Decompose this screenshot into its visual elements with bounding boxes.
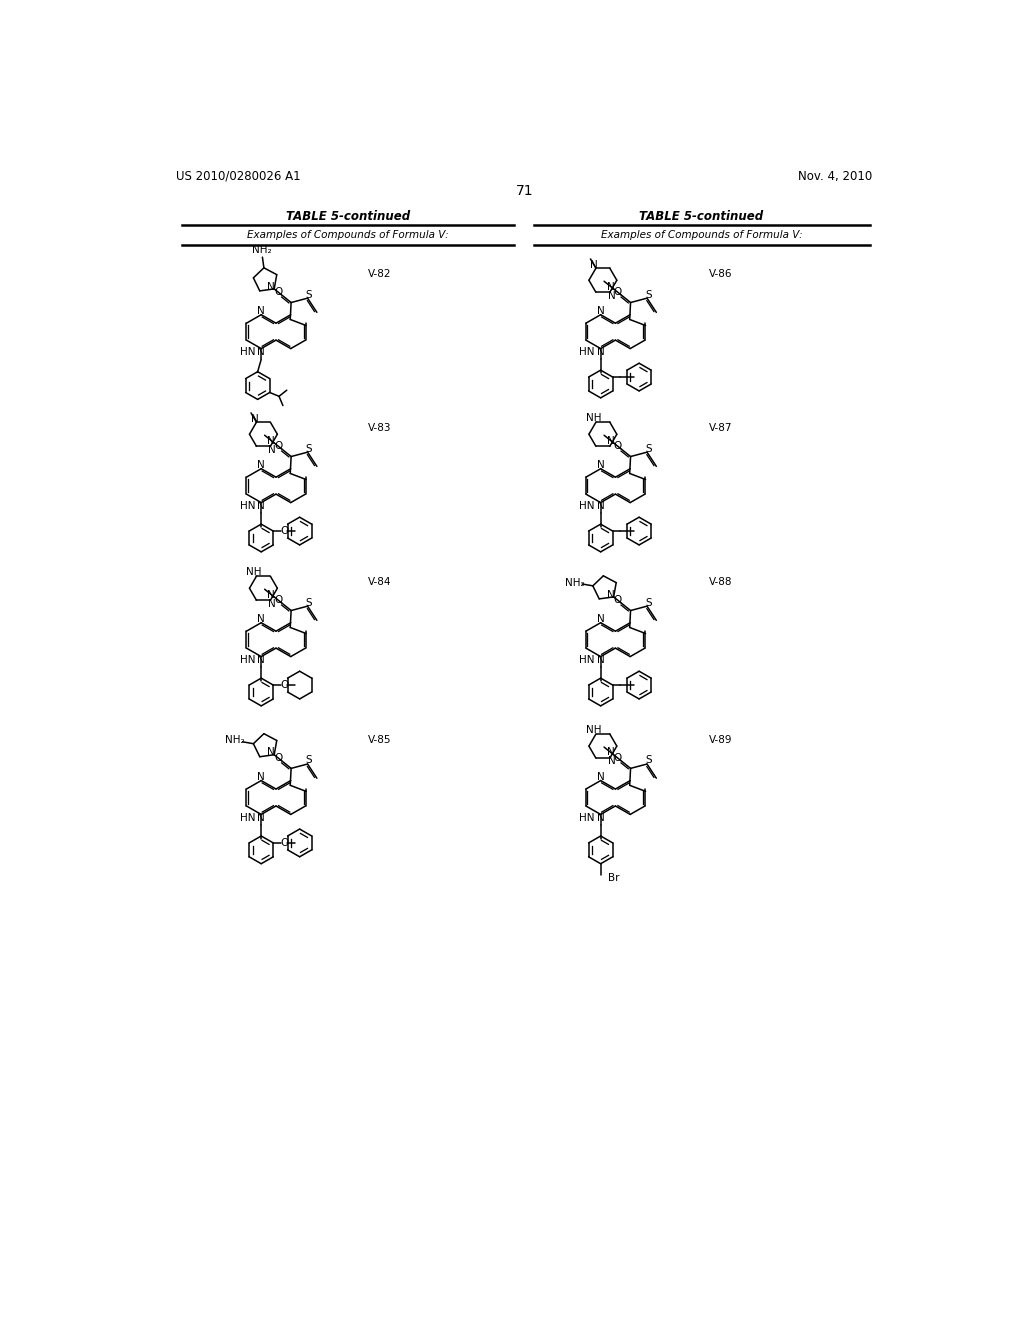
Text: N: N xyxy=(607,590,614,599)
Text: O: O xyxy=(613,288,622,297)
Text: V-83: V-83 xyxy=(368,422,391,433)
Text: 71: 71 xyxy=(516,183,534,198)
Text: V-89: V-89 xyxy=(709,735,732,744)
Text: N: N xyxy=(251,414,258,424)
Text: N: N xyxy=(597,306,604,315)
Text: S: S xyxy=(306,598,312,607)
Text: N: N xyxy=(597,502,604,511)
Text: O: O xyxy=(613,441,622,451)
Text: HN: HN xyxy=(579,502,595,511)
Text: N: N xyxy=(608,290,615,301)
Text: N: N xyxy=(597,813,604,824)
Text: US 2010/0280026 A1: US 2010/0280026 A1 xyxy=(176,169,301,182)
Text: N: N xyxy=(597,614,604,624)
Text: N: N xyxy=(607,436,614,446)
Text: TABLE 5-continued: TABLE 5-continued xyxy=(639,210,764,223)
Text: N: N xyxy=(257,347,265,358)
Text: S: S xyxy=(306,755,312,766)
Text: Br: Br xyxy=(608,874,620,883)
Text: S: S xyxy=(645,444,651,454)
Text: N: N xyxy=(607,281,614,292)
Text: TABLE 5-continued: TABLE 5-continued xyxy=(286,210,411,223)
Text: S: S xyxy=(306,289,312,300)
Text: N: N xyxy=(597,656,604,665)
Text: O: O xyxy=(281,838,289,847)
Text: NH₂: NH₂ xyxy=(252,244,271,255)
Text: N: N xyxy=(257,459,265,470)
Text: N: N xyxy=(257,813,265,824)
Text: N: N xyxy=(608,756,615,767)
Text: O: O xyxy=(281,527,289,536)
Text: O: O xyxy=(274,754,283,763)
Text: NH: NH xyxy=(586,725,601,735)
Text: S: S xyxy=(645,755,651,766)
Text: HN: HN xyxy=(579,813,595,824)
Text: N: N xyxy=(267,281,275,292)
Text: N: N xyxy=(267,590,275,599)
Text: N: N xyxy=(597,459,604,470)
Text: N: N xyxy=(590,260,598,269)
Text: O: O xyxy=(274,288,283,297)
Text: Nov. 4, 2010: Nov. 4, 2010 xyxy=(798,169,872,182)
Text: HN: HN xyxy=(240,656,255,665)
Text: N: N xyxy=(597,347,604,358)
Text: O: O xyxy=(281,680,289,690)
Text: NH: NH xyxy=(247,568,262,577)
Text: N: N xyxy=(257,502,265,511)
Text: V-82: V-82 xyxy=(368,269,391,279)
Text: N: N xyxy=(267,747,275,758)
Text: Examples of Compounds of Formula V:: Examples of Compounds of Formula V: xyxy=(247,231,449,240)
Text: S: S xyxy=(645,598,651,607)
Text: V-87: V-87 xyxy=(709,422,732,433)
Text: N: N xyxy=(268,598,276,609)
Text: Examples of Compounds of Formula V:: Examples of Compounds of Formula V: xyxy=(601,231,803,240)
Text: V-84: V-84 xyxy=(368,577,391,587)
Text: V-85: V-85 xyxy=(368,735,391,744)
Text: HN: HN xyxy=(240,813,255,824)
Text: O: O xyxy=(613,754,622,763)
Text: O: O xyxy=(613,595,622,606)
Text: S: S xyxy=(645,289,651,300)
Text: HN: HN xyxy=(579,656,595,665)
Text: N: N xyxy=(257,306,265,315)
Text: N: N xyxy=(268,445,276,454)
Text: O: O xyxy=(274,441,283,451)
Text: N: N xyxy=(597,772,604,781)
Text: O: O xyxy=(274,595,283,606)
Text: N: N xyxy=(267,436,275,446)
Text: N: N xyxy=(257,772,265,781)
Text: HN: HN xyxy=(240,347,255,358)
Text: N: N xyxy=(257,656,265,665)
Text: NH: NH xyxy=(586,413,601,424)
Text: NH₂: NH₂ xyxy=(225,735,245,746)
Text: V-86: V-86 xyxy=(709,269,732,279)
Text: N: N xyxy=(607,747,614,758)
Text: N: N xyxy=(257,614,265,624)
Text: NH₂: NH₂ xyxy=(564,578,585,587)
Text: HN: HN xyxy=(240,502,255,511)
Text: HN: HN xyxy=(579,347,595,358)
Text: V-88: V-88 xyxy=(709,577,732,587)
Text: S: S xyxy=(306,444,312,454)
